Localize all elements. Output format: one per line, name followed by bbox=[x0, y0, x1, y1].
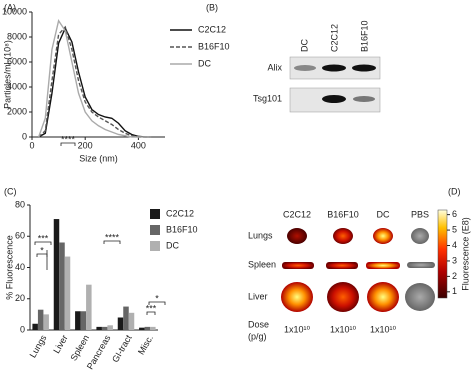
bar bbox=[101, 326, 108, 330]
legend-label: B16F10 bbox=[198, 41, 230, 51]
band-label: Tsg101 bbox=[253, 93, 282, 103]
significance-bracket bbox=[34, 241, 52, 245]
colorbar-tick-label: 2 bbox=[452, 271, 457, 281]
colorbar-title: Fluorescence (E8) bbox=[460, 217, 470, 291]
bar bbox=[123, 306, 129, 330]
bar bbox=[59, 242, 65, 330]
y-tick-label: 10000 bbox=[2, 6, 27, 16]
column-label: PBS bbox=[411, 209, 429, 219]
y-tick-label: 6000 bbox=[7, 56, 27, 66]
series-line bbox=[37, 19, 152, 138]
bar bbox=[117, 317, 124, 330]
bar bbox=[107, 325, 113, 330]
colorbar-tick-label: 3 bbox=[452, 255, 457, 265]
bar bbox=[139, 327, 145, 330]
legend-label: DC bbox=[166, 240, 179, 250]
column-label: DC bbox=[377, 209, 390, 219]
colorbar-tick-label: 5 bbox=[452, 224, 457, 234]
dose-value: 1x10¹⁰ bbox=[330, 324, 357, 334]
axes bbox=[29, 205, 158, 331]
row-label: Lungs bbox=[248, 230, 273, 240]
bar bbox=[53, 219, 60, 330]
axes bbox=[31, 12, 165, 138]
y-tick-label: 8000 bbox=[7, 31, 27, 41]
significance-label: *** bbox=[38, 233, 49, 243]
series-line bbox=[38, 25, 152, 138]
bar bbox=[80, 311, 87, 330]
significance-bracket bbox=[60, 142, 76, 146]
colorbar-tick-label: 1 bbox=[452, 286, 457, 296]
x-tick-label: GI-tract bbox=[110, 333, 134, 364]
lane-label: B16F10 bbox=[359, 20, 369, 52]
panel-label: (A) bbox=[4, 2, 16, 12]
dose-label: Dose bbox=[248, 319, 269, 329]
x-tick-label: Liver bbox=[51, 333, 69, 355]
y-tick-label: 0 bbox=[22, 131, 27, 141]
significance-label: **** bbox=[105, 232, 120, 242]
y-tick-label: 20 bbox=[15, 293, 25, 303]
significance-label: *** bbox=[146, 303, 157, 313]
colorbar-tick-label: 4 bbox=[452, 240, 457, 250]
dose-label: (p/g) bbox=[248, 331, 267, 341]
lane-label: C2C12 bbox=[329, 24, 339, 52]
legend-label: B16F10 bbox=[166, 224, 198, 234]
significance-bracket bbox=[103, 240, 121, 244]
legend-swatch bbox=[150, 209, 160, 219]
bar bbox=[86, 284, 92, 330]
significance-label: * bbox=[40, 245, 44, 255]
bar bbox=[128, 312, 135, 330]
bar bbox=[64, 256, 71, 330]
band-label: Alix bbox=[267, 62, 282, 72]
legend-label: DC bbox=[198, 58, 211, 68]
significance-bracket bbox=[146, 311, 156, 315]
x-tick-label: 200 bbox=[78, 140, 93, 150]
significance-label: **** bbox=[61, 134, 76, 144]
x-tick-label: Lungs bbox=[28, 333, 49, 360]
y-axis-title: % Fluorescence bbox=[4, 235, 14, 300]
y-tick-label: 4000 bbox=[7, 81, 27, 91]
blot-image bbox=[289, 56, 381, 113]
colorbar-tick-label: 6 bbox=[452, 209, 457, 219]
y-tick-label: 60 bbox=[15, 231, 25, 241]
bar bbox=[37, 309, 44, 330]
bar bbox=[32, 323, 38, 330]
panel-label: (D) bbox=[448, 186, 461, 196]
y-tick-label: 40 bbox=[15, 262, 25, 272]
bar bbox=[96, 326, 102, 330]
x-tick-label: 400 bbox=[131, 140, 146, 150]
lane-label: DC bbox=[299, 39, 309, 52]
column-label: C2C12 bbox=[283, 209, 311, 219]
x-tick-label: Misc. bbox=[136, 333, 155, 356]
organ-images bbox=[281, 209, 448, 312]
x-axis-title: Size (nm) bbox=[79, 153, 118, 163]
y-tick-label: 0 bbox=[20, 324, 25, 334]
legend-swatch bbox=[150, 241, 160, 251]
bar bbox=[150, 326, 156, 330]
legend-label: C2C12 bbox=[198, 24, 226, 34]
dose-value: 1x10¹⁰ bbox=[370, 324, 397, 334]
y-tick-label: 80 bbox=[15, 199, 25, 209]
row-label: Liver bbox=[248, 291, 268, 301]
y-tick-label: 2000 bbox=[7, 106, 27, 116]
series-line bbox=[38, 26, 152, 138]
bar bbox=[43, 314, 49, 330]
significance-label: * bbox=[155, 293, 159, 303]
panel-label: (B) bbox=[206, 2, 218, 12]
column-label: B16F10 bbox=[327, 209, 359, 219]
x-tick-label: 0 bbox=[29, 140, 34, 150]
legend-swatch bbox=[150, 225, 160, 235]
significance-bracket bbox=[148, 301, 166, 305]
x-tick-label: Spleen bbox=[68, 333, 91, 362]
bar bbox=[75, 311, 81, 330]
legend-label: C2C12 bbox=[166, 208, 194, 218]
row-label: Spleen bbox=[248, 259, 276, 269]
y-axis-title: Particles/ml (10⁸) bbox=[2, 40, 12, 109]
bar bbox=[144, 326, 151, 330]
dose-value: 1x10¹⁰ bbox=[284, 324, 311, 334]
panel-label: (C) bbox=[4, 186, 17, 196]
